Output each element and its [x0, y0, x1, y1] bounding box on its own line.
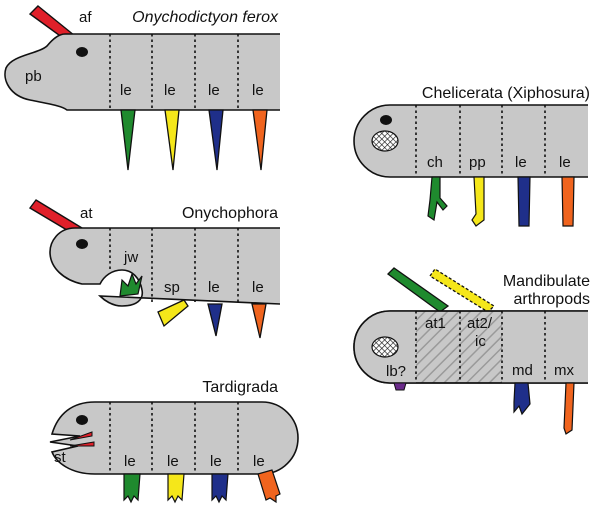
leg-blue — [207, 303, 223, 337]
body-onychophora — [49, 227, 281, 307]
labrum-purple — [393, 382, 407, 391]
label-le: le — [253, 453, 265, 470]
panel-chelicerata: Chelicerata (Xiphosura) ch pp le le — [353, 85, 590, 227]
label-le: le — [559, 154, 571, 171]
leg-orange — [257, 469, 281, 504]
label-at: at — [80, 205, 93, 222]
eye — [76, 239, 88, 249]
label-at1: at1 — [425, 315, 446, 332]
compound-eye — [371, 336, 399, 358]
leg-blue — [517, 176, 531, 227]
body-chelicerata — [353, 104, 588, 178]
leg-yellow — [164, 109, 180, 171]
leg-blue — [208, 109, 224, 171]
antenna-at1-green — [387, 267, 450, 313]
jaw-green — [119, 272, 143, 297]
panel-title: Chelicerata (Xiphosura) — [422, 85, 590, 102]
label-jw: jw — [123, 249, 138, 266]
panel-tardigrada: Tardigrada st le le le le — [49, 379, 299, 504]
panel-onychophora: Onychophora at jw sp le le — [28, 199, 281, 339]
eye — [76, 47, 88, 57]
label-le: le — [515, 154, 527, 171]
label-pp: pp — [469, 154, 486, 171]
leg-orange — [252, 109, 268, 171]
label-le: le — [120, 82, 132, 99]
eye — [380, 115, 392, 125]
label-af: af — [79, 9, 92, 26]
compound-eye — [371, 130, 399, 152]
panel-title: Tardigrada — [202, 379, 278, 396]
slime-papilla-yellow — [157, 299, 189, 328]
hatched-segments — [416, 311, 502, 383]
panel-title: Onychodictyon ferox — [132, 9, 279, 26]
pedipalp-yellow — [471, 176, 485, 227]
panel-title: arthropods — [514, 291, 591, 308]
antenna-at2-yellow — [429, 268, 496, 313]
panel-title: Mandibulate — [503, 273, 590, 290]
panel-mandibulate: Mandibulate arthropods at1 at2/ ic lb? m… — [353, 267, 591, 435]
label-le: le — [164, 82, 176, 99]
label-sp: sp — [164, 279, 180, 296]
leg-orange — [561, 176, 575, 227]
label-pb: pb — [25, 68, 42, 85]
label-le: le — [210, 453, 222, 470]
leg-green — [123, 473, 141, 504]
maxilla-orange — [563, 382, 575, 435]
leg-green — [120, 109, 136, 171]
label-ic: ic — [475, 333, 486, 350]
leg-orange — [251, 303, 267, 339]
label-lb: lb? — [386, 363, 406, 380]
label-le: le — [124, 453, 136, 470]
label-le: le — [252, 82, 264, 99]
body-onychodictyon — [4, 33, 280, 111]
label-ch: ch — [427, 154, 443, 171]
label-mx: mx — [554, 362, 574, 379]
label-le: le — [208, 82, 220, 99]
label-le: le — [208, 279, 220, 296]
label-le: le — [167, 453, 179, 470]
label-st: st — [54, 449, 67, 466]
label-at2: at2/ — [467, 315, 493, 332]
label-le: le — [252, 279, 264, 296]
label-md: md — [512, 362, 533, 379]
eye — [76, 415, 88, 425]
panel-onychodictyon: Onychodictyon ferox af pb le le le le — [4, 5, 280, 171]
chelicera-green — [427, 176, 448, 222]
mandible-blue — [513, 382, 531, 416]
stylet-red — [69, 431, 95, 447]
panel-title: Onychophora — [182, 205, 278, 222]
leg-blue — [211, 473, 229, 504]
leg-yellow — [167, 473, 185, 504]
